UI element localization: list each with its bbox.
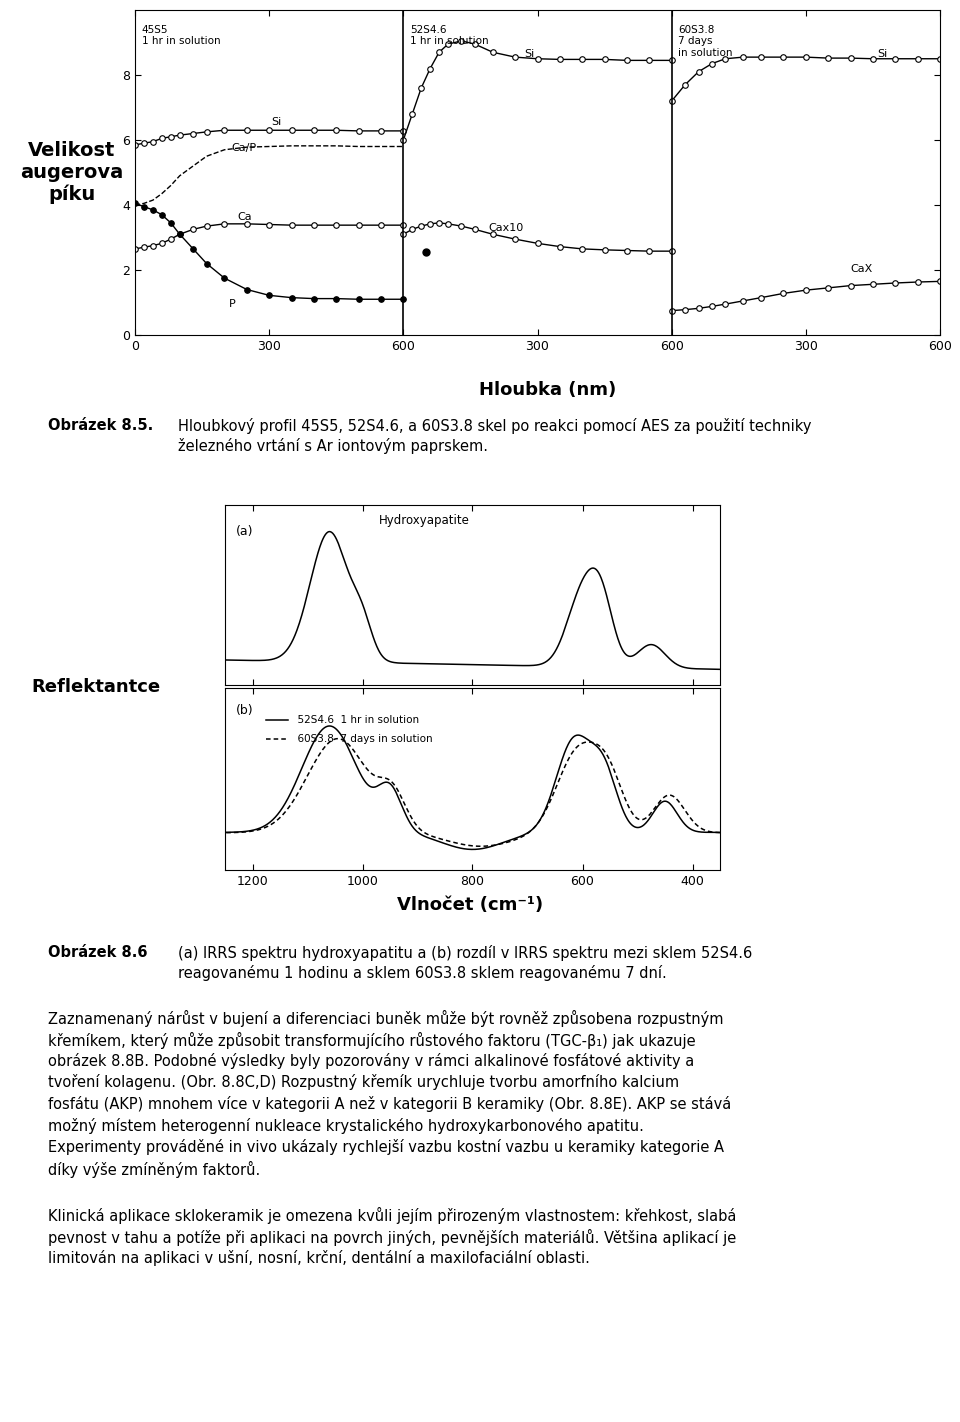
Text: křemíkem, který může způsobit transformujícího růstového faktoru (TGC-β₁) jak uk: křemíkem, který může způsobit transformu… bbox=[48, 1031, 696, 1048]
Text: Si: Si bbox=[877, 50, 888, 60]
Text: tvoření kolagenu. (Obr. 8.8C,D) Rozpustný křemík urychluje tvorbu amorfního kalc: tvoření kolagenu. (Obr. 8.8C,D) Rozpustn… bbox=[48, 1075, 679, 1091]
Text: Obrázek 8.5.: Obrázek 8.5. bbox=[48, 418, 154, 434]
Text: P: P bbox=[228, 300, 235, 310]
Text: 45S5
1 hr in solution: 45S5 1 hr in solution bbox=[142, 24, 221, 47]
Text: fosfátu (AKP) mnohem více v kategorii A než v kategorii B keramiky (Obr. 8.8E). : fosfátu (AKP) mnohem více v kategorii A … bbox=[48, 1096, 732, 1112]
Text: Si: Si bbox=[524, 50, 535, 60]
Text: Ca: Ca bbox=[238, 212, 252, 222]
Text: Experimenty prováděné in vivo ukázaly rychlejší vazbu kostní vazbu u keramiky ka: Experimenty prováděné in vivo ukázaly ry… bbox=[48, 1139, 724, 1155]
Text: Cax10: Cax10 bbox=[489, 223, 523, 233]
Text: díky výše zmíněným faktorů.: díky výše zmíněným faktorů. bbox=[48, 1160, 260, 1177]
Text: pevnost v tahu a potíže při aplikaci na povrch jiných, pevnějších materiálů. Vět: pevnost v tahu a potíže při aplikaci na … bbox=[48, 1229, 736, 1246]
Text: CaX: CaX bbox=[851, 263, 873, 273]
Text: Velikost
augerova
píku: Velikost augerova píku bbox=[20, 141, 124, 205]
Text: železného vrtání s Ar iontovým paprskem.: železného vrtání s Ar iontovým paprskem. bbox=[178, 438, 488, 454]
Text: 52S4.6
1 hr in solution: 52S4.6 1 hr in solution bbox=[410, 24, 489, 47]
Text: obrázek 8.8B. Podobné výsledky byly pozorovány v rámci alkalinové fosfátové akti: obrázek 8.8B. Podobné výsledky byly pozo… bbox=[48, 1054, 694, 1069]
Text: (b): (b) bbox=[236, 704, 253, 717]
Text: (a): (a) bbox=[236, 525, 253, 539]
Text: Si: Si bbox=[272, 118, 281, 128]
Text: 52S4.6  1 hr in solution: 52S4.6 1 hr in solution bbox=[291, 715, 420, 725]
Text: Obrázek 8.6: Obrázek 8.6 bbox=[48, 946, 148, 960]
Text: možný místem heterogenní nukleace krystalického hydroxykarbonového apatitu.: možný místem heterogenní nukleace krysta… bbox=[48, 1118, 644, 1133]
Text: Zaznamenaný nárůst v bujení a diferenciaci buněk může být rovněž způsobena rozpu: Zaznamenaný nárůst v bujení a diferencia… bbox=[48, 1010, 724, 1027]
Text: Klinická aplikace sklokeramik je omezena kvůli jejím přirozeným vlastnostem: kře: Klinická aplikace sklokeramik je omezena… bbox=[48, 1207, 736, 1224]
Text: Hloubkový profil 45S5, 52S4.6, a 60S3.8 skel po reakci pomocí AES za použití tec: Hloubkový profil 45S5, 52S4.6, a 60S3.8 … bbox=[178, 418, 811, 434]
Text: limitován na aplikaci v ušní, nosní, krční, dentální a maxilofaciální oblasti.: limitován na aplikaci v ušní, nosní, krč… bbox=[48, 1250, 589, 1266]
Text: 60S3.8  7 days in solution: 60S3.8 7 days in solution bbox=[291, 734, 433, 744]
Text: 60S3.8
7 days
in solution: 60S3.8 7 days in solution bbox=[679, 24, 732, 58]
Text: Hloubka (nm): Hloubka (nm) bbox=[479, 381, 615, 400]
Text: Ca/P: Ca/P bbox=[231, 144, 256, 154]
Text: Vlnočet (cm⁻¹): Vlnočet (cm⁻¹) bbox=[397, 896, 543, 914]
Text: reagovanému 1 hodinu a sklem 60S3.8 sklem reagovanému 7 dní.: reagovanému 1 hodinu a sklem 60S3.8 skle… bbox=[178, 966, 666, 981]
Text: (a) IRRS spektru hydroxyapatitu a (b) rozdíl v IRRS spektru mezi sklem 52S4.6: (a) IRRS spektru hydroxyapatitu a (b) ro… bbox=[178, 946, 752, 961]
Text: Reflektantce: Reflektantce bbox=[32, 678, 160, 697]
Text: Hydroxyapatite: Hydroxyapatite bbox=[379, 513, 469, 526]
